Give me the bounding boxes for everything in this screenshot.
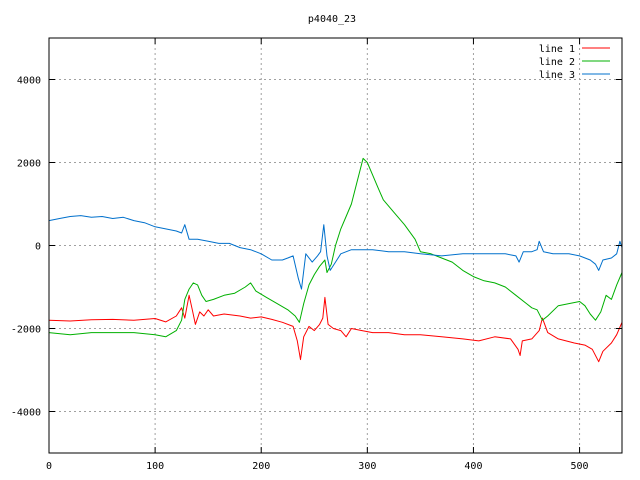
axis-ticks: 0 100 200 300 400 500 -4000 -2000 0 2000 4000 [11, 38, 622, 472]
legend-label: line 3 [539, 70, 575, 81]
x-tick-label: 100 [146, 461, 164, 472]
y-tick-label: -2000 [11, 325, 41, 336]
legend-label: line 2 [539, 57, 575, 68]
series-line-1 [48, 294, 623, 363]
y-tick-label: 4000 [17, 76, 41, 87]
legend: line 1 line 2 line 3 [539, 44, 610, 81]
series-line-3 [48, 215, 623, 290]
x-tick-label: 300 [358, 461, 376, 472]
x-tick-label: 400 [464, 461, 482, 472]
y-tick-label: -4000 [11, 408, 41, 419]
y-tick-label: 0 [35, 242, 41, 253]
chart-title: p4040_23 [308, 14, 356, 25]
x-tick-label: 500 [571, 461, 589, 472]
x-tick-label: 0 [46, 461, 52, 472]
legend-label: line 1 [539, 44, 575, 55]
series-layer [48, 157, 623, 363]
grid [49, 38, 622, 453]
y-tick-label: 2000 [17, 159, 41, 170]
x-tick-label: 200 [252, 461, 270, 472]
series-line-2 [48, 157, 623, 338]
